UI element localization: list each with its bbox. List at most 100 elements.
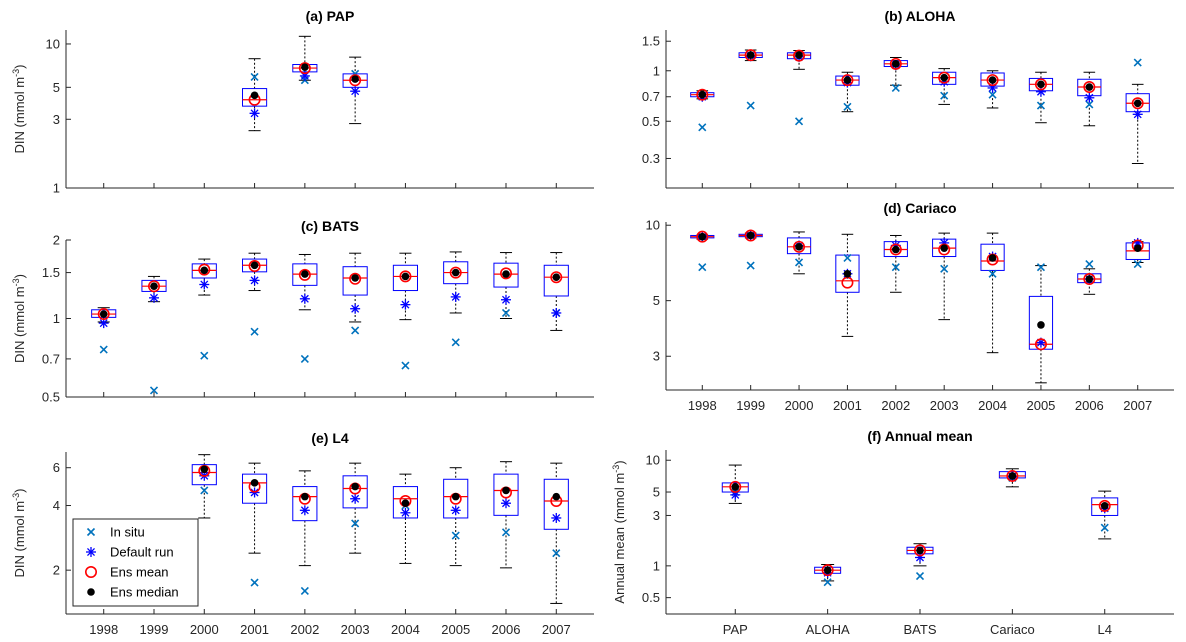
in-situ-marker [746,101,755,110]
x-tick-label: 1999 [140,622,169,637]
y-tick-label: 2 [53,563,60,578]
boxplot-2001 [242,58,268,132]
x-tick-label: 2006 [1075,398,1104,413]
x-tick-label: BATS [904,622,937,637]
ens-mean-marker [85,565,98,578]
ylabel-part: ) [12,489,27,493]
boxplot-2007 [1125,83,1150,164]
default-run-marker [300,294,309,303]
y-tick-label: 4 [53,498,60,513]
in-situ-marker [501,528,511,537]
y-tick-label: 5 [53,80,60,95]
default-run-marker [502,295,510,304]
ens-mean-marker [744,49,757,62]
ens-median-marker [351,75,359,83]
ens-median-marker [698,232,707,241]
ens-median-marker [451,492,460,501]
panel-annual: 0.5 1 3 5 10 PAP ALOHA BATS Cariaco L4 (f) Annual … [611,428,1174,637]
in-situ-marker [451,531,460,540]
boxplot-2007 [543,252,569,331]
ens-median-marker [940,73,948,82]
y-tick-label: 10 [46,36,60,51]
ylabel-part: DIN (mmol m [12,286,27,363]
ylabel-superscript: -3 [11,69,21,77]
ens-median-marker [746,51,755,59]
x-tick-label: 2007 [542,622,571,637]
ens-mean-marker [148,280,161,293]
x-tick-label: 1999 [736,398,765,413]
default-run-marker [250,276,259,285]
ens-mean-marker [349,272,362,285]
ens-mean-marker [1034,338,1047,351]
y-tick-label: 1 [653,63,660,78]
box-iqr [1091,497,1119,516]
ens-mean-marker [1098,499,1111,512]
legend-item: In situ [86,525,145,540]
panel-title: (f) Annual mean [867,428,972,444]
x-tick-label: 1998 [89,622,118,637]
boxplot-2000 [191,454,217,519]
ens-mean-marker [550,271,563,284]
ens-median-marker [843,269,852,278]
legend-label: Default run [110,545,174,560]
panel-l4: 2 4 6 1998 1999 2000 2001 2002 2003 2004 2005 2006 2… [11,430,594,637]
ens-median-marker [823,566,832,574]
in-situ-marker [200,486,209,495]
ens-median-marker [451,268,460,277]
box-iqr [543,264,569,297]
boxplot-2000 [786,231,812,275]
y-tick-label: 5 [653,293,660,308]
boxplot-2006 [493,461,519,569]
ens-median-marker [795,243,803,251]
ens-mean-marker [889,243,902,256]
default-run-marker [351,304,360,313]
in-situ-marker [1036,101,1046,110]
default-run-marker [351,87,360,96]
ens-median-marker [1133,99,1142,108]
box-iqr [493,262,519,288]
x-tick-label: 2007 [1123,398,1152,413]
in-situ-marker [746,261,755,270]
ens-median-marker [1085,83,1094,91]
in-situ-marker [300,354,309,363]
box-iqr [493,473,519,516]
ens-mean-marker [198,263,211,276]
panel-title: (c) BATS [301,218,359,234]
ens-mean-marker [821,564,834,577]
ens-mean-marker [696,88,709,101]
y-axis-label: DIN (mmol m-3) [11,274,27,363]
x-tick-label: 2003 [341,622,370,637]
default-run-marker [552,308,561,317]
default-run-marker [1133,110,1142,119]
y-tick-label: 6 [53,460,60,475]
in-situ-marker [86,527,96,537]
in-situ-marker [698,123,707,132]
in-situ-marker [1085,100,1094,109]
in-situ-marker [501,308,511,318]
ens-median-marker [988,254,997,262]
in-situ-marker [794,117,804,126]
boxplot-2002 [292,470,318,567]
ens-mean-marker [499,267,512,280]
y-axis-label: Annual mean (mmol m-3) [611,460,627,603]
boxplot-2006 [493,252,519,319]
x-tick-label: 2003 [930,398,959,413]
ens-median-marker [795,51,803,59]
ens-median-marker [988,76,997,84]
ens-mean-marker [1083,273,1096,286]
in-situ-marker [250,578,259,587]
ens-median-marker [87,588,95,596]
ens-median-marker [502,270,510,278]
box-iqr [980,243,1005,271]
ylabel-part: Annual mean (mmol m [612,473,627,604]
boxplot-L4 [1091,490,1119,540]
x-tick-label: 2000 [190,622,219,637]
ens-median-marker [200,465,209,474]
box-iqr [342,475,368,509]
in-situ-marker [823,578,832,587]
boxplot-2005 [443,251,469,314]
in-situ-marker [988,90,997,99]
ens-median-marker [731,483,740,491]
ens-median-marker [892,60,900,68]
box-iqr [242,88,268,107]
